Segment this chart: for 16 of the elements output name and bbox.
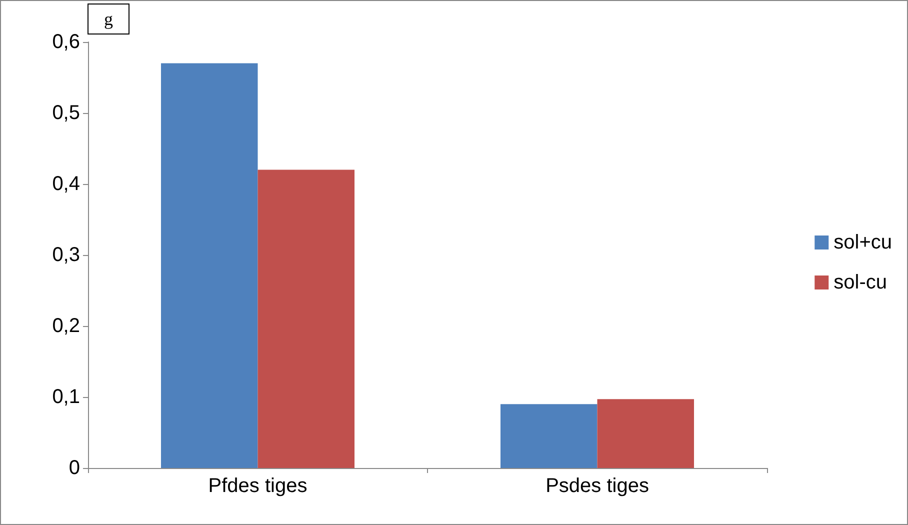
y-tick-label: 0,5 bbox=[52, 102, 80, 124]
legend-label: sol+cu bbox=[834, 232, 892, 254]
y-tick-label: 0 bbox=[68, 457, 80, 479]
y-axis-title: g bbox=[104, 9, 113, 29]
x-tick-label: Psdes tiges bbox=[546, 475, 649, 497]
y-tick-label: 0,4 bbox=[52, 173, 80, 195]
y-tick-label: 0,1 bbox=[52, 386, 80, 408]
bar bbox=[597, 399, 694, 468]
bar bbox=[258, 170, 355, 468]
y-tick-label: 0,2 bbox=[52, 315, 80, 337]
y-tick-label: 0,6 bbox=[52, 31, 80, 53]
y-tick-label: 0,3 bbox=[52, 244, 80, 266]
legend-label: sol-cu bbox=[834, 272, 887, 294]
x-tick-label: Pfdes tiges bbox=[208, 475, 308, 497]
bar bbox=[500, 404, 598, 468]
bar bbox=[160, 63, 258, 468]
